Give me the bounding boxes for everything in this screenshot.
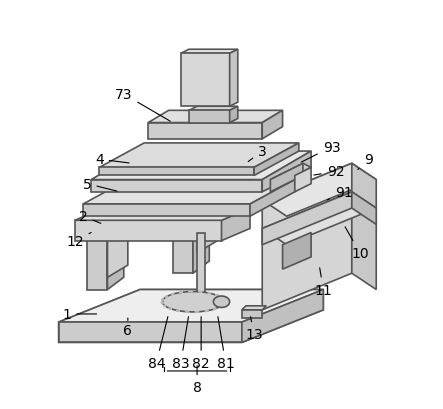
Polygon shape	[108, 213, 124, 290]
Text: 5: 5	[83, 177, 117, 192]
Text: 10: 10	[345, 227, 369, 260]
Polygon shape	[148, 123, 262, 139]
Text: 1: 1	[62, 307, 97, 321]
Polygon shape	[168, 308, 172, 310]
Polygon shape	[181, 50, 238, 54]
Polygon shape	[229, 107, 238, 123]
Text: 11: 11	[315, 268, 332, 297]
Polygon shape	[163, 292, 224, 312]
Text: 6: 6	[124, 318, 132, 337]
Polygon shape	[222, 209, 250, 241]
Polygon shape	[99, 144, 299, 168]
Text: 84: 84	[148, 317, 168, 370]
Polygon shape	[223, 301, 225, 302]
Polygon shape	[75, 221, 222, 241]
Polygon shape	[352, 164, 376, 290]
Polygon shape	[250, 180, 295, 217]
Text: 8: 8	[193, 366, 202, 394]
Text: 2: 2	[79, 210, 101, 224]
Polygon shape	[254, 144, 299, 176]
Polygon shape	[219, 306, 222, 307]
Polygon shape	[162, 299, 163, 300]
Polygon shape	[189, 107, 238, 111]
Polygon shape	[262, 192, 376, 245]
Polygon shape	[215, 295, 218, 296]
Text: 92: 92	[314, 165, 344, 179]
Polygon shape	[148, 111, 283, 123]
Polygon shape	[58, 290, 323, 322]
Polygon shape	[262, 164, 352, 310]
Polygon shape	[163, 306, 166, 307]
Polygon shape	[223, 303, 225, 304]
Text: 91: 91	[327, 185, 353, 200]
Text: 12: 12	[66, 233, 91, 248]
Polygon shape	[242, 290, 323, 343]
Polygon shape	[108, 204, 128, 278]
Text: 81: 81	[217, 317, 234, 370]
Polygon shape	[197, 188, 218, 253]
Text: 4: 4	[95, 153, 129, 167]
Polygon shape	[295, 168, 311, 192]
Text: 82: 82	[192, 317, 210, 370]
Polygon shape	[262, 111, 283, 139]
Polygon shape	[58, 322, 242, 343]
Text: 13: 13	[245, 317, 263, 342]
Polygon shape	[242, 310, 262, 318]
Polygon shape	[91, 152, 311, 180]
Polygon shape	[83, 180, 295, 204]
Polygon shape	[189, 111, 229, 123]
Polygon shape	[87, 225, 108, 290]
Polygon shape	[270, 164, 311, 184]
Polygon shape	[262, 152, 311, 192]
Text: 3: 3	[248, 145, 267, 162]
Polygon shape	[193, 196, 209, 274]
Polygon shape	[83, 204, 250, 217]
Polygon shape	[99, 168, 254, 176]
Polygon shape	[214, 296, 229, 308]
Polygon shape	[197, 233, 205, 302]
Polygon shape	[171, 294, 174, 295]
Polygon shape	[352, 192, 376, 225]
Polygon shape	[176, 310, 180, 312]
Polygon shape	[221, 298, 223, 299]
Text: 83: 83	[172, 317, 190, 370]
Polygon shape	[91, 180, 262, 192]
Text: 9: 9	[358, 153, 373, 170]
Text: 73: 73	[115, 88, 170, 122]
Polygon shape	[165, 296, 167, 297]
Polygon shape	[262, 192, 352, 245]
Polygon shape	[283, 233, 311, 270]
Polygon shape	[181, 54, 229, 107]
Text: 93: 93	[301, 141, 340, 163]
Polygon shape	[179, 292, 183, 293]
Polygon shape	[208, 293, 211, 294]
Polygon shape	[173, 209, 193, 274]
Polygon shape	[262, 164, 376, 217]
Polygon shape	[58, 290, 323, 343]
Polygon shape	[242, 306, 266, 310]
Polygon shape	[270, 164, 303, 192]
Polygon shape	[229, 50, 238, 107]
Polygon shape	[75, 209, 250, 221]
Polygon shape	[205, 311, 208, 312]
Polygon shape	[213, 309, 216, 310]
